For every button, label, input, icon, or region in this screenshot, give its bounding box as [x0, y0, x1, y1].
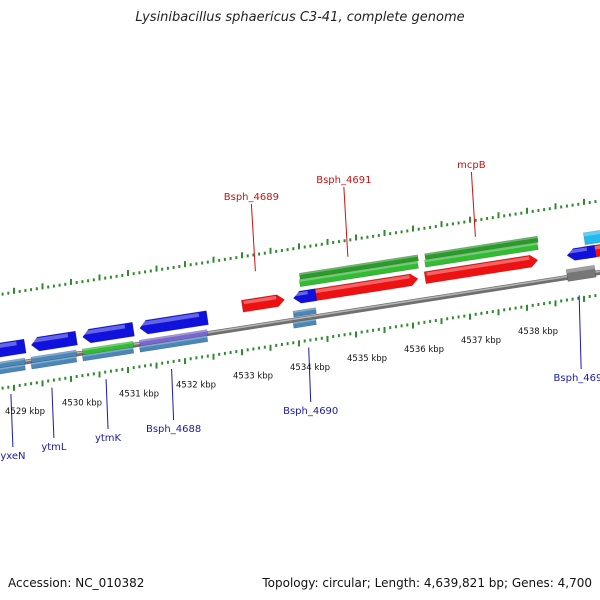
feature-label[interactable]: Bsph_4691 — [316, 175, 371, 186]
kbp-label: 4537 kbp — [461, 336, 501, 346]
kbp-label: 4533 kbp — [233, 372, 273, 382]
gene-bar[interactable] — [139, 335, 209, 353]
reverse-cds-arrow[interactable] — [292, 288, 318, 304]
other-gene-bar[interactable] — [583, 225, 600, 246]
reverse-cds-arrow[interactable] — [82, 321, 135, 344]
kbp-label: 4532 kbp — [176, 381, 216, 391]
kbp-label: 4536 kbp — [404, 345, 444, 355]
kbp-scale-labels: 4529 kbp 4530 kbp 4531 kbp 4532 kbp 4533 kbp… — [5, 327, 558, 417]
leader-line — [578, 295, 582, 370]
leader-line — [51, 387, 55, 439]
forward-cds-arrow[interactable] — [423, 254, 539, 284]
label-leader-lines — [10, 171, 582, 448]
feature-label[interactable]: Bsph_4689 — [224, 192, 279, 203]
gene-bar[interactable] — [292, 318, 317, 329]
gene-bar[interactable] — [565, 264, 597, 282]
reverse-cds-arrow[interactable] — [139, 310, 209, 335]
gene-bar[interactable] — [298, 254, 419, 280]
gene-bar[interactable] — [424, 235, 539, 260]
leader-line — [250, 203, 256, 272]
leader-line — [105, 379, 109, 430]
leader-line — [10, 393, 14, 448]
kbp-label: 4530 kbp — [62, 398, 102, 408]
gene-bar[interactable] — [30, 349, 78, 364]
gene-bar[interactable] — [30, 355, 78, 370]
leader-line — [470, 171, 476, 237]
outer-tick-ring — [1, 198, 597, 296]
feature-label[interactable]: ytmK — [95, 433, 122, 444]
kbp-label: 4529 kbp — [5, 407, 45, 417]
forward-cds-arrow[interactable] — [240, 294, 285, 313]
kbp-label: 4531 kbp — [119, 389, 159, 399]
gene-bar[interactable] — [0, 357, 26, 374]
map-title: Lysinibacillus sphaericus C3-41, complet… — [135, 10, 465, 25]
accession-text: Accession: NC_010382 — [8, 576, 145, 590]
gene-bar[interactable] — [81, 346, 135, 362]
gene-bar[interactable] — [424, 242, 539, 268]
feature-label[interactable]: mcpB — [457, 160, 486, 171]
feature-track — [0, 225, 600, 380]
feature-label[interactable]: yxeN — [0, 451, 25, 462]
kbp-label: 4538 kbp — [518, 327, 558, 337]
genome-summary-text: Topology: circular; Length: 4,639,821 bp… — [262, 576, 592, 590]
feature-labels: Bsph_4689 Bsph_4691 mcpB yxeN ytmL ytmK Bsph_4… — [0, 160, 600, 462]
reverse-cds-arrow[interactable] — [566, 244, 597, 261]
feature-label[interactable]: Bsph_4688 — [146, 424, 201, 435]
kbp-label: 4534 kbp — [290, 363, 330, 373]
leader-line — [171, 368, 175, 421]
feature-label[interactable]: Bsph_4693 — [554, 373, 600, 384]
leader-line — [343, 186, 349, 257]
leader-line — [308, 347, 312, 403]
gene-bar[interactable] — [0, 363, 26, 380]
reverse-cds-arrow[interactable] — [0, 338, 27, 362]
kbp-label: 4535 kbp — [347, 354, 387, 364]
feature-label[interactable]: ytmL — [41, 442, 67, 453]
feature-label[interactable]: Bsph_4690 — [283, 406, 338, 417]
reverse-cds-arrow[interactable] — [30, 330, 78, 352]
inner-tick-ring — [1, 294, 597, 391]
gene-bar[interactable] — [298, 260, 419, 288]
gene-bar[interactable] — [292, 307, 317, 318]
